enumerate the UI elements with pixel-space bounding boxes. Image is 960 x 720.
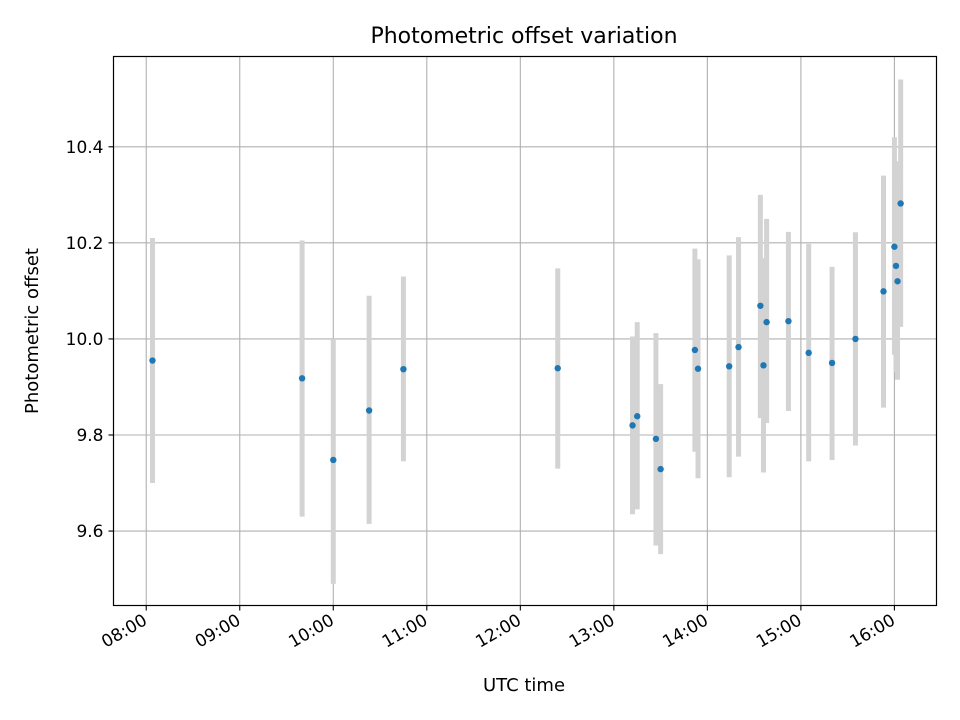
data-point [694, 365, 702, 372]
data-point [629, 422, 636, 429]
y-tick-label: 10.0 [66, 330, 104, 350]
data-point [691, 346, 699, 354]
data-point [330, 456, 337, 464]
data-point [554, 365, 561, 372]
data-point [735, 343, 742, 351]
data-point [785, 317, 792, 325]
data-point [298, 375, 306, 382]
data-point [652, 435, 660, 443]
data-point [894, 278, 901, 285]
data-point [828, 359, 836, 367]
data-point [805, 349, 812, 357]
data-point [891, 243, 898, 250]
data-point [365, 407, 373, 414]
data-point [725, 363, 733, 370]
data-point [760, 362, 767, 369]
data-points [149, 200, 904, 473]
y-tick-label: 10.2 [66, 234, 104, 254]
data-point [634, 413, 641, 420]
data-point [763, 318, 770, 326]
y-axis-label: Photometric offset [22, 248, 43, 414]
y-tick-label: 9.6 [76, 522, 103, 542]
y-tick-label: 10.4 [66, 138, 104, 158]
data-point [757, 302, 764, 309]
y-axis-ticks: 9.6 9.8 10.0 10.2 10.4 [66, 138, 114, 542]
grid [113, 56, 937, 606]
data-point [897, 200, 904, 207]
data-point [149, 357, 156, 364]
chart-title: Photometric offset variation [370, 24, 677, 49]
data-point [880, 288, 887, 295]
plot-frame [112, 55, 938, 607]
data-point [892, 262, 900, 270]
y-tick-label: 9.8 [76, 426, 103, 446]
data-point [400, 365, 407, 373]
x-axis-label: UTC time [483, 675, 565, 696]
data-point [657, 465, 664, 473]
data-point [852, 335, 859, 343]
